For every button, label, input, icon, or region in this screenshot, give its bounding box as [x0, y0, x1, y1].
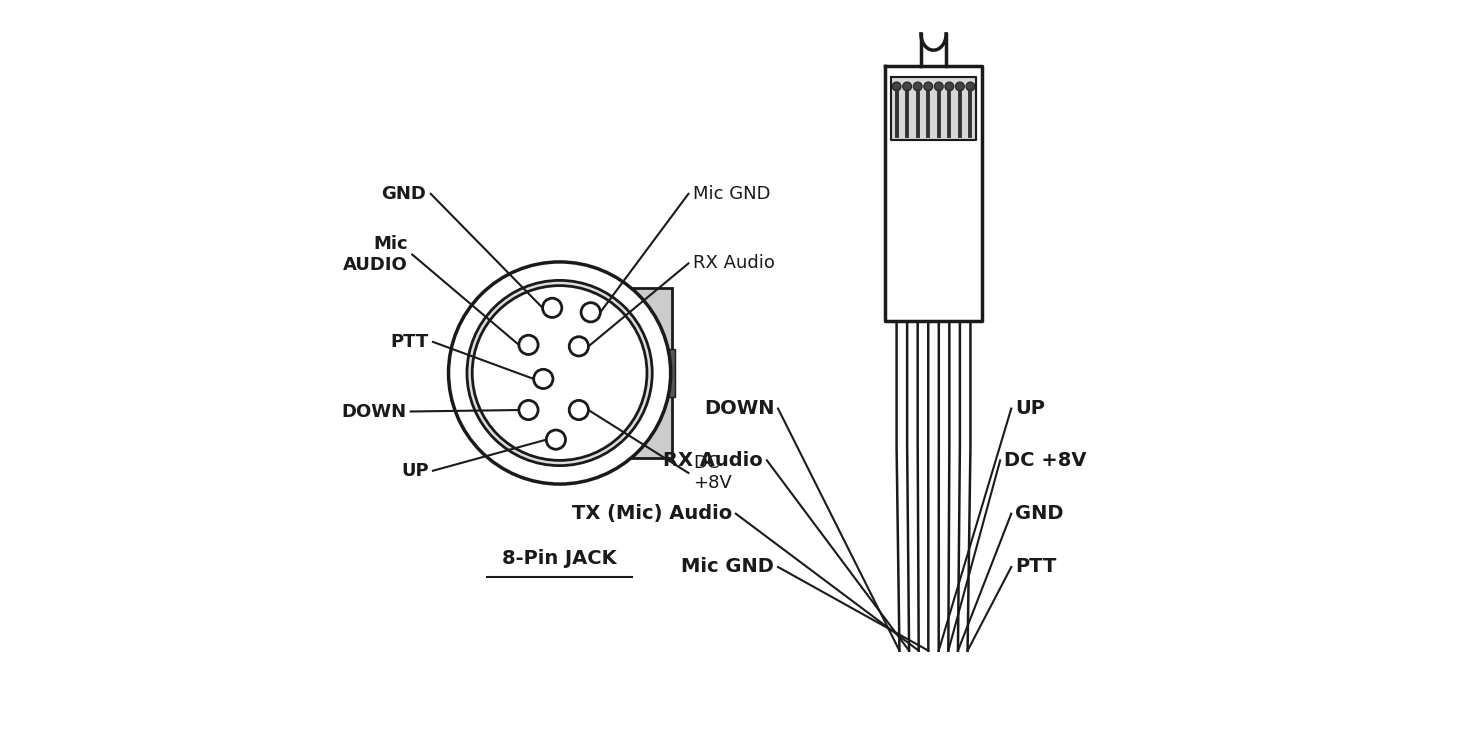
Text: RX Audio: RX Audio — [694, 254, 775, 272]
Circle shape — [934, 82, 943, 91]
Circle shape — [923, 82, 932, 91]
Text: PTT: PTT — [390, 333, 428, 351]
Circle shape — [542, 298, 562, 318]
Bar — [628, 288, 673, 458]
Circle shape — [473, 286, 648, 460]
Circle shape — [534, 369, 553, 389]
Text: DC
+8V: DC +8V — [694, 454, 732, 492]
Circle shape — [892, 82, 901, 91]
Text: Mic
AUDIO: Mic AUDIO — [342, 235, 408, 274]
Text: DC +8V: DC +8V — [1003, 451, 1086, 470]
Circle shape — [913, 82, 922, 91]
Text: Mic GND: Mic GND — [682, 557, 774, 577]
Circle shape — [581, 303, 600, 322]
Polygon shape — [891, 77, 975, 140]
Bar — [664, 349, 676, 397]
Text: DOWN: DOWN — [704, 399, 774, 418]
Circle shape — [956, 82, 965, 91]
Circle shape — [547, 430, 566, 449]
Text: UP: UP — [1015, 399, 1045, 418]
Text: GND: GND — [381, 185, 427, 203]
Text: RX Audio: RX Audio — [664, 451, 763, 470]
Circle shape — [467, 280, 652, 466]
Circle shape — [519, 401, 538, 420]
Text: GND: GND — [1015, 504, 1064, 523]
Text: UP: UP — [402, 462, 428, 480]
Text: Mic GND: Mic GND — [694, 185, 771, 203]
Circle shape — [519, 335, 538, 354]
Text: 8-Pin JACK: 8-Pin JACK — [502, 548, 617, 568]
Circle shape — [946, 82, 954, 91]
Circle shape — [569, 401, 588, 420]
Circle shape — [903, 82, 911, 91]
Circle shape — [966, 82, 975, 91]
Text: PTT: PTT — [1015, 557, 1057, 577]
Circle shape — [449, 262, 671, 484]
Circle shape — [569, 336, 588, 356]
Text: DOWN: DOWN — [341, 403, 406, 421]
Text: TX (Mic) Audio: TX (Mic) Audio — [572, 504, 732, 523]
